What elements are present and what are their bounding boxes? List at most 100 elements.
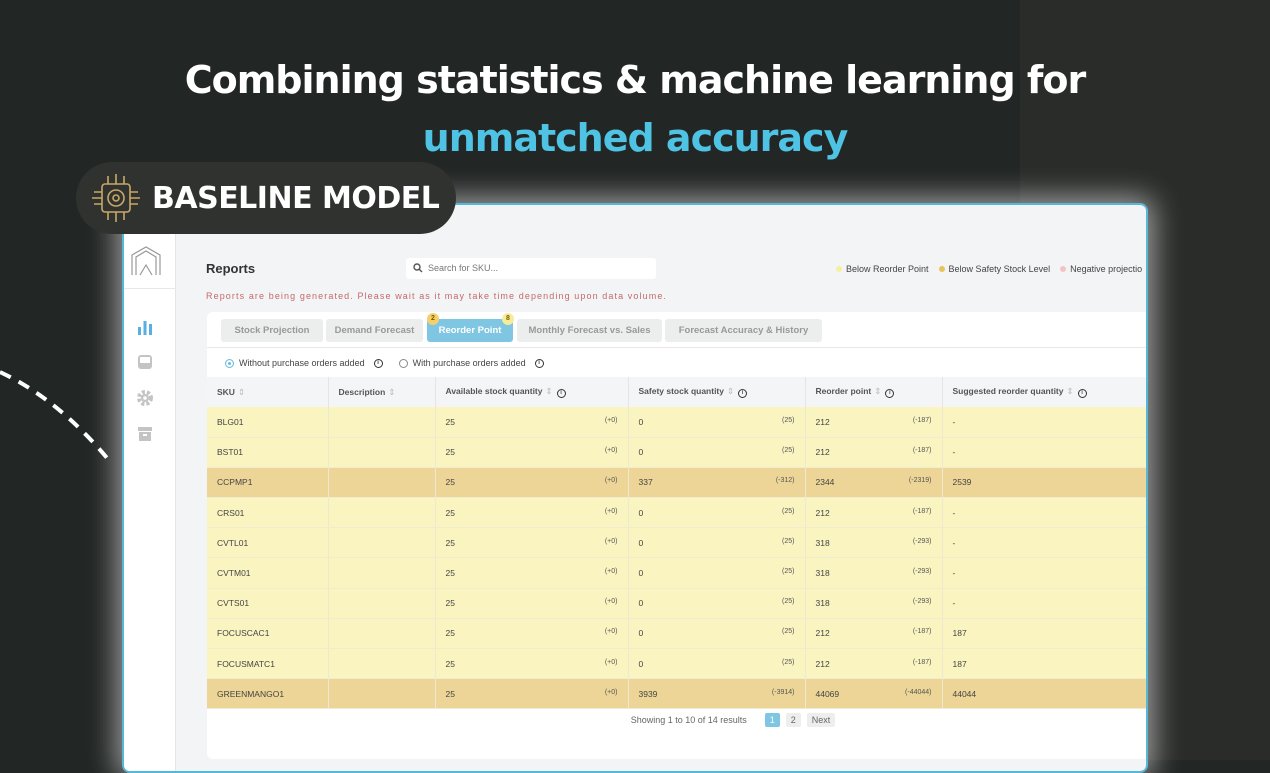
- radio-with-po[interactable]: With purchase orders added i: [398, 358, 544, 368]
- legend-item: Below Reorder Point: [836, 264, 929, 274]
- cell-safety: 0 (25): [628, 618, 806, 650]
- col-reorder-point[interactable]: Reorder point ⇕ i: [805, 377, 943, 407]
- tab-reorder-point[interactable]: 2 Reorder Point 8: [427, 313, 514, 342]
- search-placeholder: Search for SKU...: [428, 263, 499, 273]
- col-sku[interactable]: SKU ⇕: [207, 377, 329, 407]
- sort-icon: ⇕: [237, 386, 246, 397]
- cell-reorder: 318 (-293): [805, 557, 943, 589]
- table-row[interactable]: BST01 25 (+0) 0 (25) 212 (-187) -: [207, 437, 1146, 468]
- sort-icon: ⇕: [727, 386, 735, 396]
- generating-warning: Reports are being generated. Please wait…: [206, 291, 668, 301]
- cell-reorder: 44069 (-44044): [805, 678, 943, 710]
- info-icon: i: [885, 389, 895, 398]
- sort-icon: ⇕: [545, 386, 553, 396]
- legend-item: Below Safety Stock Level: [938, 264, 1051, 274]
- main-content: Reports Search for SKU... Below Reorder …: [176, 205, 1146, 771]
- table-row[interactable]: FOCUSCAC1 25 (+0) 0 (25) 212 (-187) 187: [207, 618, 1146, 650]
- pagination-summary: Showing 1 to 10 of 14 results: [630, 715, 747, 725]
- cell-suggested: 187: [942, 648, 1146, 680]
- legend-dot: [938, 266, 945, 272]
- report-panel: Stock Projection Demand Forecast 2 Reord…: [207, 312, 1146, 759]
- page-1-button[interactable]: 1: [764, 713, 780, 727]
- cell-sku: BST01: [207, 437, 329, 468]
- hero-headline: Combining statistics & machine learning …: [0, 52, 1270, 166]
- col-available-stock[interactable]: Available stock quantity ⇕ i: [435, 377, 629, 407]
- col-suggested-reorder[interactable]: Suggested reorder quantity ⇕ i: [942, 377, 1146, 407]
- cell-sku: BLG01: [207, 407, 329, 438]
- tab-badge-left: 2: [427, 313, 439, 325]
- radio-checked[interactable]: [225, 358, 234, 368]
- hero-line-2: unmatched accuracy: [422, 116, 849, 160]
- radio-without-po[interactable]: Without purchase orders added i: [225, 358, 383, 368]
- search-input[interactable]: Search for SKU...: [406, 258, 656, 279]
- col-safety-stock[interactable]: Safety stock quantity ⇕ i: [628, 377, 806, 407]
- hero-line-1: Combining statistics & machine learning …: [184, 58, 1087, 102]
- sidebar: [124, 205, 176, 771]
- cell-suggested: -: [942, 437, 1146, 468]
- legend-dot: [1060, 266, 1067, 272]
- page-2-button[interactable]: 2: [785, 713, 801, 727]
- cell-description: [328, 437, 436, 468]
- sidebar-archive-icon[interactable]: [135, 424, 155, 444]
- table-row[interactable]: CVTL01 25 (+0) 0 (25) 318 (-293) -: [207, 527, 1146, 559]
- tab-stock-projection[interactable]: Stock Projection: [221, 319, 323, 342]
- cell-reorder: 318 (-293): [805, 588, 943, 619]
- cell-sku: GREENMANGO1: [207, 678, 329, 710]
- sidebar-reports-chart-icon[interactable]: [135, 317, 155, 337]
- legend-item: Negative projectio: [1060, 264, 1142, 274]
- tab-forecast-accuracy-history[interactable]: Forecast Accuracy & History: [665, 319, 822, 342]
- brain-chip-icon: [92, 174, 140, 222]
- cell-available: 25 (+0): [435, 527, 629, 559]
- info-icon[interactable]: i: [373, 358, 383, 368]
- app-logo: [131, 246, 161, 276]
- table-row[interactable]: CVTM01 25 (+0) 0 (25) 318 (-293) -: [207, 557, 1146, 589]
- cell-suggested: 2539: [942, 467, 1146, 499]
- cell-description: [328, 557, 436, 589]
- cell-sku: CVTL01: [207, 527, 329, 559]
- radio-label: Without purchase orders added: [239, 358, 365, 368]
- po-radio-group: Without purchase orders added i With purc…: [225, 358, 544, 368]
- cell-available: 25 (+0): [435, 678, 629, 710]
- sidebar-inbox-icon[interactable]: [135, 352, 155, 372]
- table-row[interactable]: CCPMP1 25 (+0) 337 (-312) 2344 (-2319) 2539: [207, 467, 1146, 499]
- cell-suggested: -: [942, 497, 1146, 529]
- table-row[interactable]: FOCUSMATC1 25 (+0) 0 (25) 212 (-187) 187: [207, 648, 1146, 680]
- sort-icon: ⇕: [1066, 386, 1074, 396]
- info-icon: i: [556, 389, 566, 398]
- report-tabs: Stock Projection Demand Forecast 2 Reord…: [207, 312, 1146, 348]
- cell-safety: 337 (-312): [628, 467, 806, 499]
- cell-safety: 0 (25): [628, 648, 806, 680]
- next-page-button[interactable]: Next: [806, 713, 836, 727]
- cell-safety: 0 (25): [628, 407, 806, 438]
- cell-available: 25 (+0): [435, 557, 629, 589]
- cell-safety: 3939 (-3914): [628, 678, 806, 710]
- cell-sku: CVTS01: [207, 588, 329, 619]
- table-row[interactable]: CRS01 25 (+0) 0 (25) 212 (-187) -: [207, 497, 1146, 529]
- pagination: Showing 1 to 10 of 14 results 1 2 Next: [207, 708, 1146, 732]
- cell-sku: CRS01: [207, 497, 329, 529]
- sidebar-settings-gear-icon[interactable]: [135, 388, 155, 408]
- cell-description: [328, 497, 436, 529]
- cell-safety: 0 (25): [628, 557, 806, 589]
- legend-label: Below Reorder Point: [846, 264, 929, 274]
- col-description[interactable]: Description ⇕: [328, 377, 436, 407]
- cell-description: [328, 407, 436, 438]
- tab-demand-forecast[interactable]: Demand Forecast: [326, 319, 423, 342]
- table-row[interactable]: GREENMANGO1 25 (+0) 3939 (-3914) 44069 (-44…: [207, 678, 1146, 710]
- tab-monthly-forecast-vs-sales[interactable]: Monthly Forecast vs. Sales: [517, 319, 662, 342]
- sort-icon: ⇕: [388, 386, 396, 397]
- cell-description: [328, 588, 436, 619]
- radio-unchecked[interactable]: [398, 358, 408, 368]
- table-row[interactable]: CVTS01 25 (+0) 0 (25) 318 (-293) -: [207, 588, 1146, 619]
- info-icon[interactable]: i: [534, 358, 544, 368]
- cell-sku: CCPMP1: [207, 467, 329, 499]
- info-icon: i: [1077, 389, 1087, 398]
- cell-safety: 0 (25): [628, 497, 806, 529]
- cell-sku: FOCUSCAC1: [207, 618, 329, 650]
- cell-description: [328, 467, 436, 499]
- legend-label: Negative projectio: [1070, 264, 1143, 274]
- legend-label: Below Safety Stock Level: [948, 264, 1051, 274]
- cell-available: 25 (+0): [435, 618, 629, 650]
- cell-suggested: 187: [942, 618, 1146, 650]
- table-row[interactable]: BLG01 25 (+0) 0 (25) 212 (-187) -: [207, 407, 1146, 438]
